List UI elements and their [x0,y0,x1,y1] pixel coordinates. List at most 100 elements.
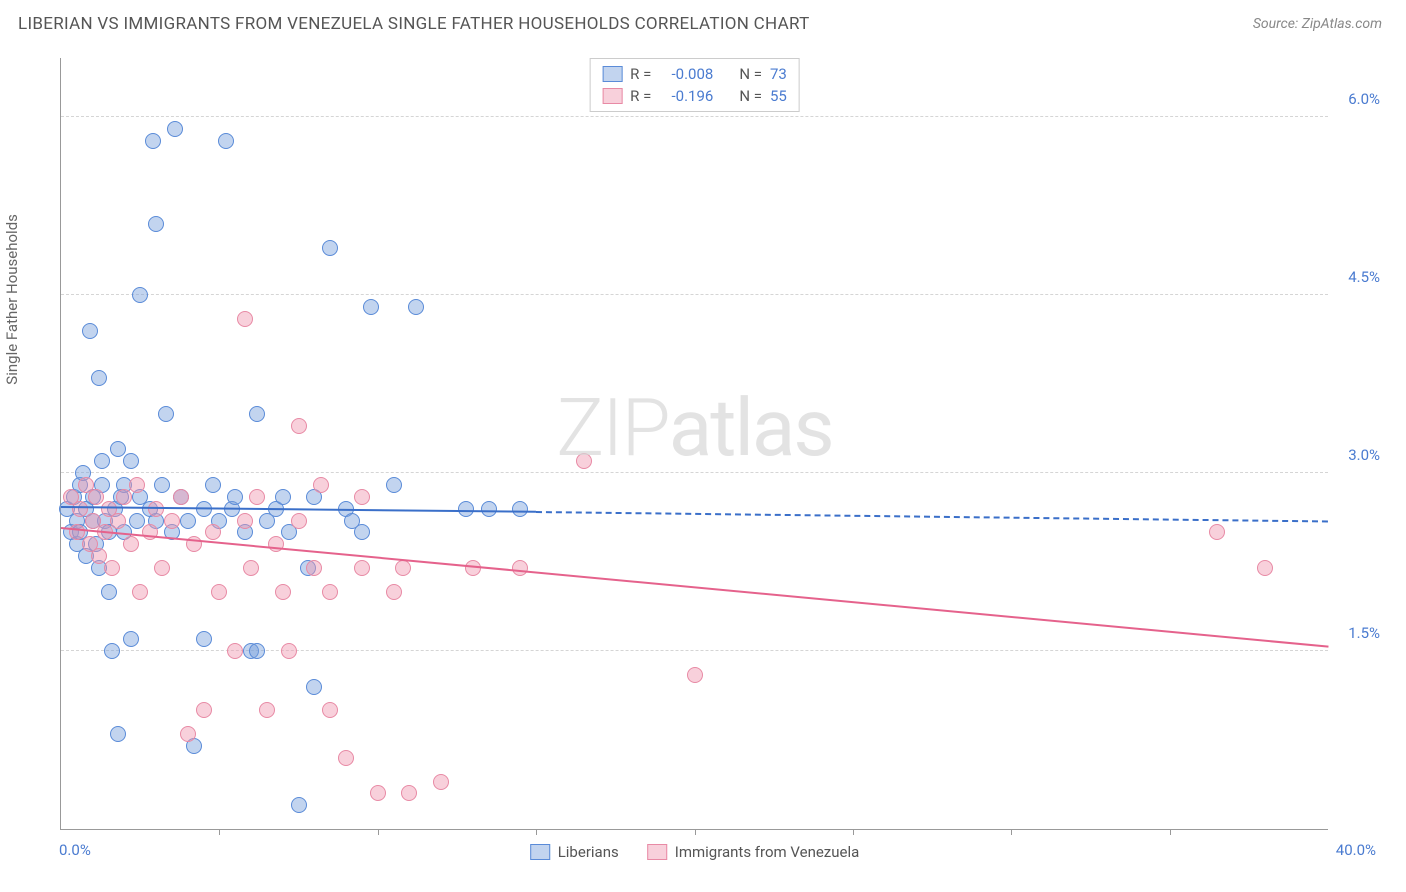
data-point [291,418,307,434]
data-point [259,702,275,718]
legend-r-value: -0.008 [659,65,713,83]
data-point [69,524,85,540]
data-point [291,513,307,529]
chart-container: Single Father Households ZIPatlas R =-0.… [18,48,1388,874]
data-point [249,406,265,422]
data-point [370,785,386,801]
watermark-text-b: atlas [669,381,833,475]
plot-area: ZIPatlas R =-0.008N =73R =-0.196N =55 0.… [60,58,1328,830]
header: LIBERIAN VS IMMIGRANTS FROM VENEZUELA SI… [0,0,1406,44]
data-point [458,501,474,517]
data-point [196,631,212,647]
legend-n-value: 55 [770,87,787,105]
x-tick [853,829,854,835]
data-point [227,489,243,505]
data-point [154,477,170,493]
y-tick-label: 4.5% [1348,268,1380,286]
x-tick [219,829,220,835]
data-point [322,702,338,718]
data-point [104,560,120,576]
y-tick-label: 1.5% [1348,624,1380,642]
x-tick [695,829,696,835]
data-point [237,513,253,529]
data-point [180,726,196,742]
chart-title: LIBERIAN VS IMMIGRANTS FROM VENEZUELA SI… [18,14,810,34]
data-point [433,774,449,790]
data-point [275,489,291,505]
data-point [129,477,145,493]
data-point [132,287,148,303]
x-tick [1011,829,1012,835]
legend-label: Liberians [558,843,619,861]
legend-r-label: R = [630,65,651,83]
source-attribution: Source: ZipAtlas.com [1253,16,1382,32]
data-point [227,643,243,659]
trend-line [61,527,1328,648]
y-tick-label: 6.0% [1348,90,1380,108]
data-point [218,133,234,149]
data-point [408,299,424,315]
legend-r-label: R = [630,87,651,105]
x-axis-min-label: 0.0% [59,841,91,859]
legend-row: R = -0.008 N = 73 [602,63,787,85]
legend-item: Liberians [530,843,619,861]
data-point [104,643,120,659]
data-point [123,536,139,552]
data-point [268,536,284,552]
y-axis-label: Single Father Households [3,214,21,385]
data-point [354,524,370,540]
data-point [249,643,265,659]
data-point [1209,524,1225,540]
data-point [116,489,132,505]
data-point [291,797,307,813]
correlation-legend: R =-0.008N =73R =-0.196N =55 [589,58,800,112]
y-tick-label: 3.0% [1348,446,1380,464]
data-point [85,513,101,529]
data-point [205,477,221,493]
x-tick [1170,829,1171,835]
data-point [91,548,107,564]
data-point [576,453,592,469]
data-point [110,726,126,742]
data-point [132,584,148,600]
data-point [386,584,402,600]
data-point [512,501,528,517]
legend-n-label: N = [739,65,762,83]
data-point [322,584,338,600]
gridline [61,116,1328,117]
data-point [145,133,161,149]
data-point [237,311,253,327]
data-point [322,240,338,256]
data-point [129,513,145,529]
legend-n-value: 73 [770,65,787,83]
watermark: ZIPatlas [556,381,832,475]
data-point [196,702,212,718]
trend-line-extrapolated [536,511,1328,522]
data-point [306,679,322,695]
data-point [249,489,265,505]
data-point [110,513,126,529]
x-axis-max-label: 40.0% [1336,841,1376,859]
data-point [338,750,354,766]
data-point [173,489,189,505]
data-point [395,560,411,576]
data-point [142,524,158,540]
legend-n-label: N = [739,87,762,105]
data-point [164,513,180,529]
data-point [386,477,402,493]
x-tick [378,829,379,835]
data-point [687,667,703,683]
data-point [123,631,139,647]
data-point [481,501,497,517]
data-point [94,453,110,469]
data-point [91,370,107,386]
legend-swatch [530,844,550,860]
legend-swatch [602,66,622,82]
data-point [363,299,379,315]
data-point [275,584,291,600]
data-point [313,477,329,493]
legend-item: Immigrants from Venezuela [647,843,860,861]
data-point [88,489,104,505]
data-point [205,524,221,540]
data-point [82,323,98,339]
